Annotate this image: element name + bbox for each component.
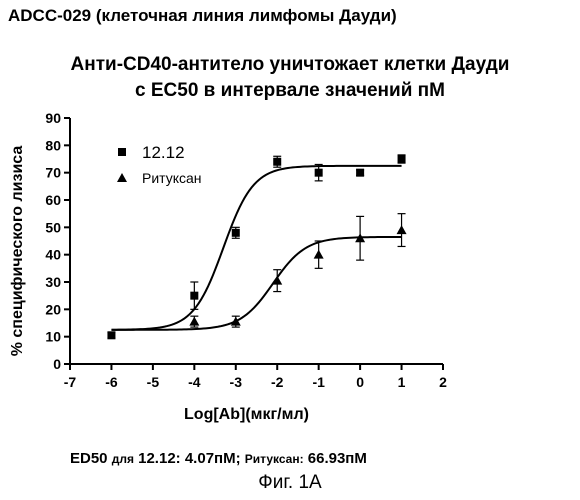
x-tick-label: -1 [312,374,325,390]
ed50-ab2: Ритуксан: [245,452,304,466]
fit-curve-2 [111,237,401,330]
data-point-2 [314,250,324,259]
ed50-prefix: ED50 [70,450,108,467]
legend-label-1: 12.12 [142,143,185,162]
y-tick-label: 70 [45,165,61,181]
ed50-val1: 4.07пМ; [185,450,241,467]
dose-response-chart: 0 10 20 30 40 50 60 70 80 90 -7 -6 -5 -4 -3 -2 -1 0 1 2 Log[… [0,0,580,450]
x-tick-label: -4 [188,374,201,390]
data-point-2 [397,225,407,234]
data-point-1 [398,155,406,163]
y-tick-label: 80 [45,137,61,153]
x-axis-label: Log[Ab](мкг/мл) [184,406,309,423]
data-point-1 [273,158,281,166]
legend-marker-2 [117,173,127,182]
x-tick-label: 2 [439,374,447,390]
x-tick-label: -5 [147,374,160,390]
y-tick-label: 20 [45,301,61,317]
y-tick-label: 30 [45,274,61,290]
data-point-1 [107,331,115,339]
data-point-1 [315,169,323,177]
legend-marker-1 [118,148,126,156]
ed50-summary: ED50 для 12.12: 4.07пМ; Ритуксан: 66.93п… [70,450,367,467]
y-tick-label: 40 [45,247,61,263]
y-tick-label: 90 [45,110,61,126]
ed50-val2: 66.93пМ [308,450,367,467]
x-tick-label: -3 [230,374,243,390]
x-tick-label: -6 [105,374,118,390]
x-tick-label: 0 [356,374,364,390]
x-tick-label: -7 [64,374,77,390]
data-point-2 [272,276,282,285]
y-tick-label: 10 [45,329,61,345]
data-point-1 [190,292,198,300]
data-point-2 [231,317,241,326]
y-tick-label: 60 [45,192,61,208]
ed50-for: для [112,452,134,466]
y-tick-label: 0 [53,356,61,372]
x-tick-label: 1 [398,374,406,390]
legend-label-2: Ритуксан [142,170,202,186]
y-axis-label: % специфического лизиса [9,146,26,357]
data-point-1 [356,169,364,177]
figure-caption: Фиг. 1A [0,472,580,494]
data-point-2 [189,317,199,326]
data-point-1 [232,229,240,237]
y-tick-label: 50 [45,219,61,235]
ed50-ab1: 12.12: [138,450,181,467]
x-tick-label: -2 [271,374,284,390]
